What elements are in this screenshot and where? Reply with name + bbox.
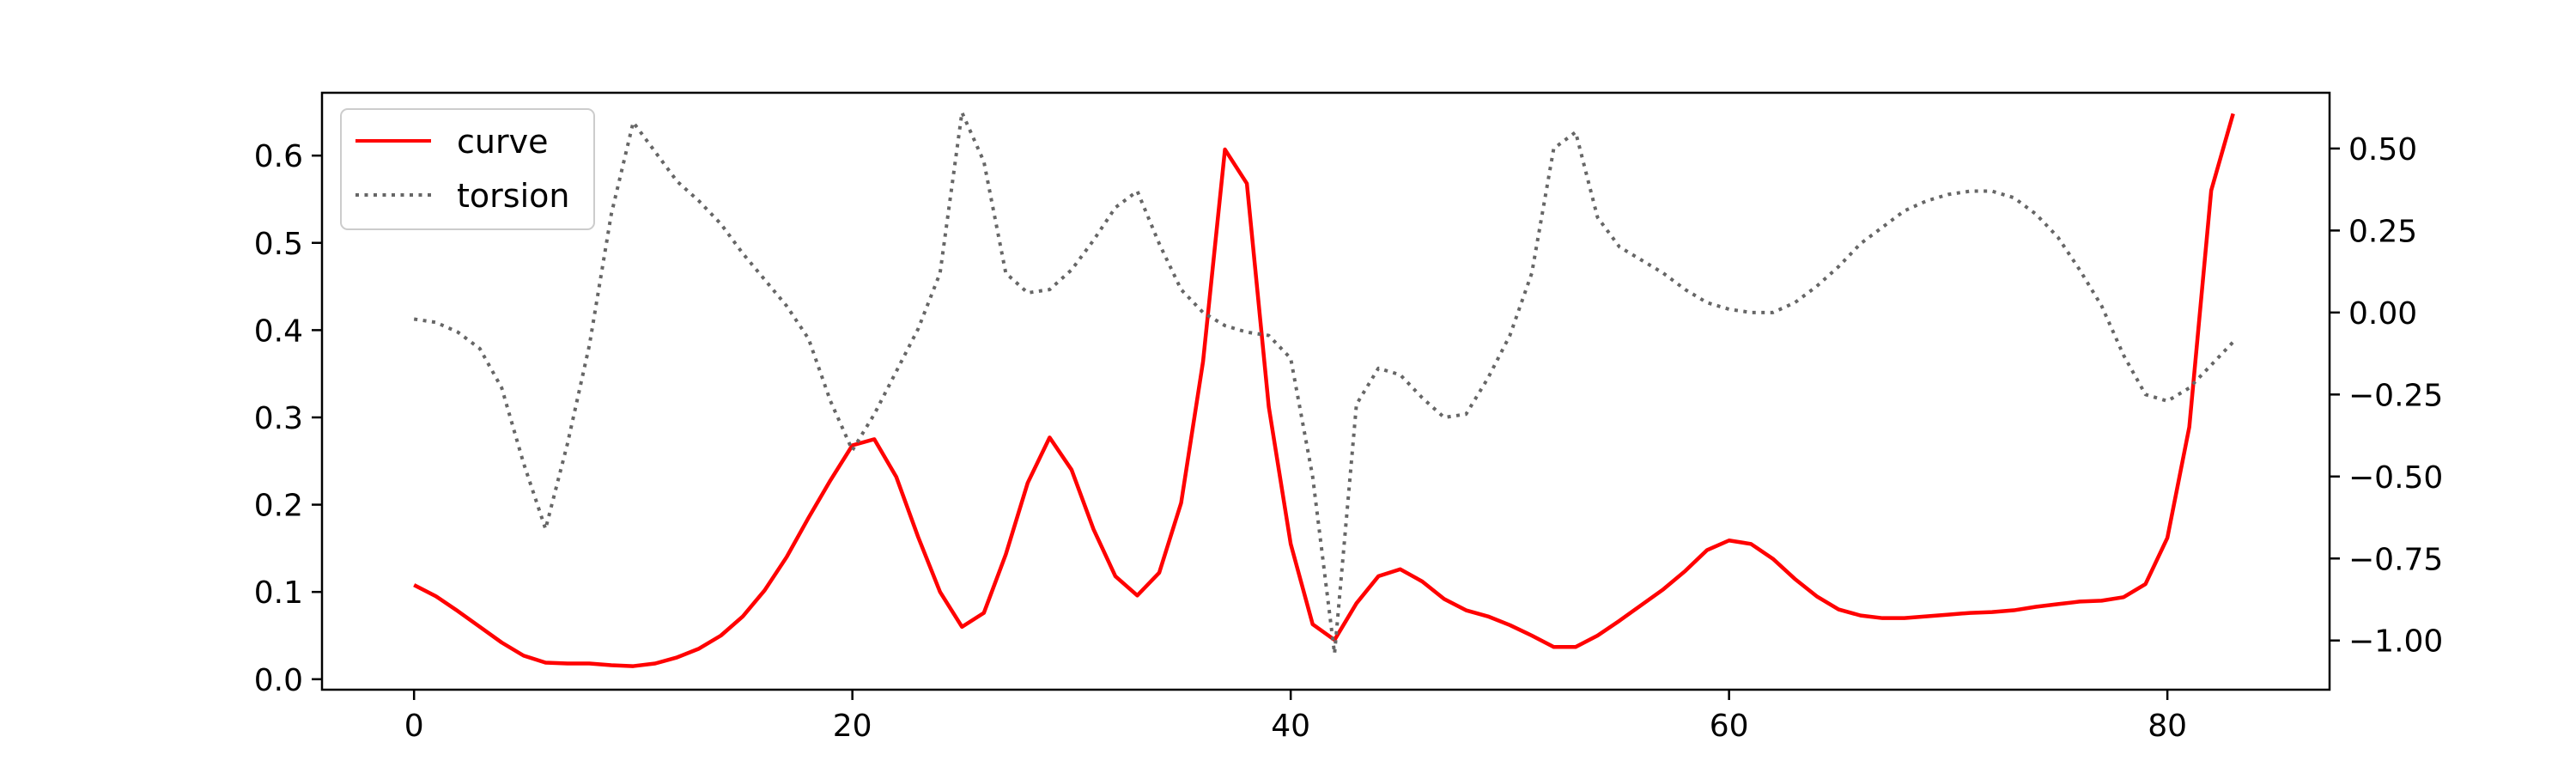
y-tick-label: 0.5: [254, 227, 303, 262]
y2-tick-label: −0.75: [2348, 542, 2443, 577]
x-tick-label: 20: [833, 709, 872, 744]
series-line-curve: [413, 113, 2235, 668]
axis-layer: 0 20 40 60 80 0.0 0.1 0.2 0.3 0.4 0.5 0.6 −1.00 −0.75…: [254, 132, 2444, 744]
x-tick-label: 0: [404, 709, 424, 744]
legend: curve torsion: [340, 108, 595, 230]
x-tick-label: 40: [1271, 709, 1310, 744]
y-tick-label: 0.2: [254, 489, 303, 524]
y-tick-label: 0.4: [254, 313, 303, 349]
y-tick-label: 0.1: [254, 575, 303, 611]
y2-tick-label: 0.50: [2348, 132, 2417, 167]
y2-tick-label: 0.25: [2348, 214, 2417, 249]
y2-tick-label: −0.25: [2348, 378, 2443, 413]
y-tick-label: 0.3: [254, 401, 303, 436]
y2-tick-label: −1.00: [2348, 624, 2443, 660]
y-tick-label: 0.0: [254, 663, 303, 698]
series-layer: [413, 110, 2235, 668]
series-line-torsion: [413, 110, 2235, 655]
legend-label-torsion: torsion: [457, 177, 569, 215]
x-tick-label: 60: [1710, 709, 1749, 744]
legend-label-curve: curve: [457, 123, 548, 161]
x-tick-label: 80: [2148, 709, 2187, 744]
y2-tick-label: −0.50: [2348, 460, 2443, 496]
plot-frame: [320, 91, 2331, 691]
y-tick-label: 0.6: [254, 139, 303, 174]
y2-tick-label: 0.00: [2348, 296, 2417, 332]
